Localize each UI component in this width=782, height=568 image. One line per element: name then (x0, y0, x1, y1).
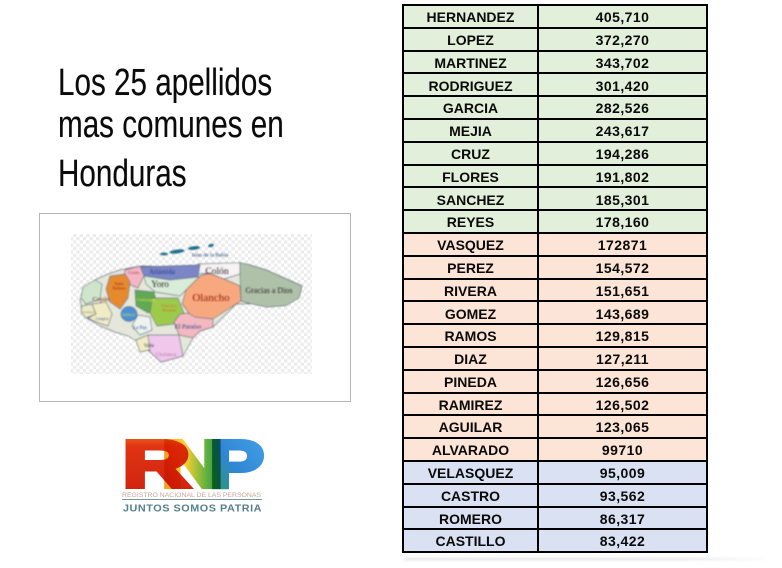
svg-text:Lempira: Lempira (96, 317, 109, 321)
svg-text:Santa: Santa (115, 281, 124, 286)
svg-text:El Paraíso: El Paraíso (175, 324, 202, 331)
svg-text:Cortés: Cortés (129, 270, 140, 275)
svg-text:Morazán: Morazán (162, 308, 176, 313)
svg-text:Choluteca: Choluteca (156, 353, 177, 358)
svg-text:Islas de la Bahía: Islas de la Bahía (192, 253, 229, 259)
svg-text:N: N (161, 436, 224, 502)
svg-text:P: P (209, 436, 264, 501)
svg-text:Gracias a Dios: Gracias a Dios (245, 286, 292, 295)
svg-text:Atlántida: Atlántida (149, 268, 176, 276)
svg-text:Francisco: Francisco (161, 303, 177, 308)
svg-text:Olancho: Olancho (192, 292, 230, 304)
svg-text:Colón: Colón (205, 267, 228, 277)
svg-text:R: R (122, 436, 191, 502)
svg-text:Copán: Copán (93, 296, 111, 303)
svg-text:REGISTRO NACIONAL DE LAS PERSO: REGISTRO NACIONAL DE LAS PERSONAS (122, 492, 261, 499)
svg-text:Ocotepeq: Ocotepeq (81, 310, 95, 314)
svg-text:Bárbara: Bárbara (113, 286, 126, 291)
svg-text:Intibucá: Intibucá (123, 313, 136, 317)
svg-text:JUNTOS SOMOS PATRIA: JUNTOS SOMOS PATRIA (123, 504, 262, 515)
svg-text:Yoro: Yoro (151, 279, 169, 289)
svg-text:Comayagua: Comayagua (137, 298, 155, 302)
svg-text:Valle: Valle (144, 344, 155, 349)
svg-text:La Paz: La Paz (133, 326, 148, 331)
